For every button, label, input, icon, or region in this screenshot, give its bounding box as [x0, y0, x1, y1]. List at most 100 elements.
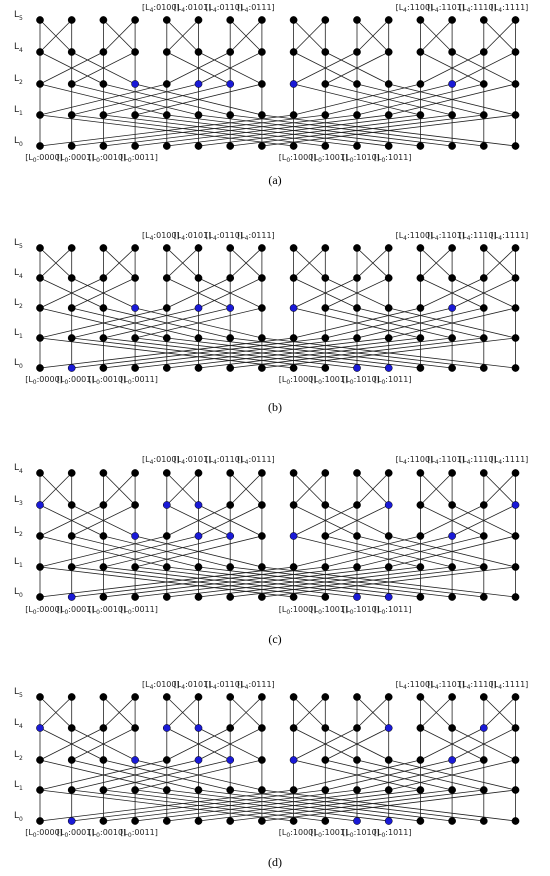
label-code: :0100] [153, 3, 179, 12]
edge [135, 83, 262, 116]
edge [71, 337, 326, 369]
edge [71, 759, 199, 791]
node [289, 244, 298, 252]
edge [325, 759, 453, 791]
node [321, 563, 330, 571]
node [67, 563, 76, 571]
label-code: :0001] [68, 153, 94, 162]
label-code: :0001] [68, 605, 94, 614]
node [353, 111, 361, 119]
node [384, 16, 393, 24]
label-code: :0011] [132, 375, 158, 384]
edge [325, 277, 389, 309]
node-label: [L0:1000] [279, 605, 317, 616]
label-open: [L [120, 375, 128, 384]
node [448, 693, 456, 701]
label-open: [L [396, 455, 404, 464]
label-level: 4 [403, 459, 407, 466]
label-open: [L [205, 680, 213, 689]
node [162, 16, 171, 24]
node-label: [L4:1110] [459, 3, 497, 14]
edge [451, 51, 516, 85]
label-letter: L [14, 268, 19, 278]
node [353, 501, 361, 509]
node [479, 817, 488, 825]
label-index: 5 [19, 15, 23, 22]
node [162, 48, 171, 56]
node [416, 244, 425, 252]
node [384, 532, 393, 540]
node [226, 469, 235, 477]
node [321, 693, 330, 701]
edge [420, 696, 453, 729]
node [258, 469, 266, 477]
node [479, 693, 488, 701]
node [36, 16, 44, 24]
node [448, 817, 456, 825]
node-label: [L0:0001] [57, 153, 95, 164]
highlighted-node [479, 724, 488, 732]
edge [71, 789, 326, 822]
edge [39, 83, 167, 116]
label-code: :0011] [132, 153, 158, 162]
label-level: 4 [245, 459, 249, 466]
node-label: [L4:1101] [427, 3, 465, 14]
row-label: L1 [14, 557, 23, 569]
row-label: L4 [14, 42, 23, 54]
node [162, 334, 171, 342]
label-open: [L [491, 231, 499, 240]
edge [39, 247, 72, 279]
label-code: :0110] [217, 680, 243, 689]
label-open: [L [237, 680, 245, 689]
label-code: :1001] [322, 153, 348, 162]
node [479, 142, 488, 150]
label-letter: L [14, 328, 19, 338]
label-letter: L [14, 718, 19, 728]
edge [356, 307, 484, 339]
node [258, 593, 266, 601]
node-label: [L0:0011] [120, 375, 158, 386]
node [67, 756, 76, 764]
node [36, 817, 44, 825]
label-level: 0 [96, 379, 100, 386]
label-index: 0 [19, 592, 23, 599]
node [384, 48, 393, 56]
label-level: 4 [498, 235, 502, 242]
node [67, 274, 76, 282]
node [321, 364, 330, 372]
label-open: [L [279, 828, 287, 837]
node [384, 244, 393, 252]
label-letter: L [14, 10, 19, 20]
edge [39, 727, 104, 761]
node [99, 817, 108, 825]
node [353, 274, 361, 282]
node-label: [L4:0100] [142, 455, 180, 466]
edge [198, 277, 263, 309]
label-open: [L [459, 680, 467, 689]
label-code: :0101] [185, 680, 211, 689]
node [67, 142, 76, 150]
node [194, 244, 203, 252]
node [448, 563, 456, 571]
label-level: 0 [96, 609, 100, 616]
node-label: [L4:1101] [427, 231, 465, 242]
node [226, 48, 235, 56]
edge [261, 337, 516, 369]
node [511, 563, 520, 571]
label-open: [L [342, 605, 350, 614]
edge [166, 51, 231, 85]
edge [39, 337, 294, 369]
edge [230, 566, 484, 598]
node [99, 786, 108, 794]
node-label: [L0:1000] [279, 828, 317, 839]
node [226, 111, 235, 119]
label-open: [L [237, 3, 245, 12]
node-label: [L4:0111] [237, 680, 275, 691]
node [511, 593, 520, 601]
label-level: 0 [33, 832, 37, 839]
label-open: [L [142, 231, 150, 240]
node [416, 304, 425, 312]
node-label: [L0:1010] [342, 153, 380, 164]
label-open: [L [459, 231, 467, 240]
edge [71, 114, 326, 147]
